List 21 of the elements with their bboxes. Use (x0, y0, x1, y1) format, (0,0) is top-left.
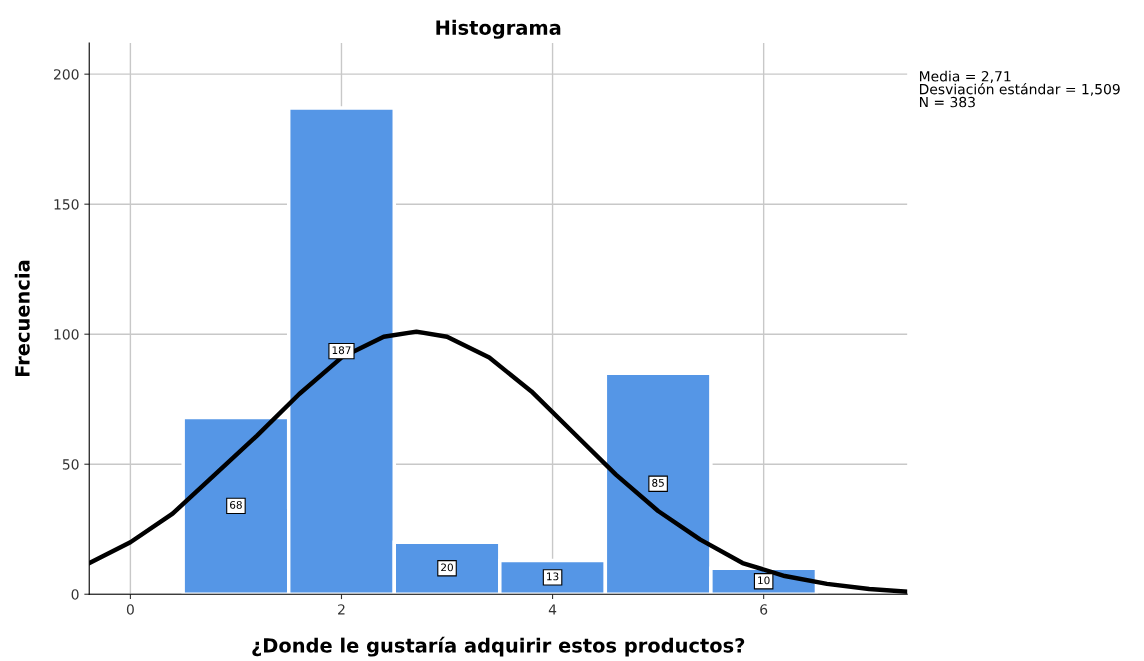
y-tick-label: 0 (71, 589, 79, 600)
chart-title: Histograma (436, 19, 561, 39)
data-label: 13 (547, 572, 559, 581)
data-label: 20 (441, 563, 453, 572)
y-tick-label: 150 (54, 199, 79, 210)
y-tick-label: 200 (54, 69, 79, 80)
x-tick-label: 6 (760, 604, 768, 615)
data-label: 85 (652, 478, 664, 487)
data-label: 68 (230, 500, 242, 509)
data-label: 187 (332, 346, 351, 355)
text: N = 383 (919, 96, 975, 108)
text: Media = 2,71 (919, 70, 1011, 83)
x-axis-title: ¿Donde le gustaría adquirir estos productos? (252, 636, 745, 657)
text: Desviación estándar = 1,509 (919, 83, 1120, 96)
data-label: 10 (758, 576, 770, 585)
x-tick-label: 0 (126, 604, 134, 615)
y-tick-label: 100 (54, 329, 79, 340)
x-tick-label: 2 (338, 604, 345, 615)
y-axis-title: Frecuencia (14, 260, 30, 377)
y-tick-label: 50 (62, 459, 79, 470)
x-tick-label: 4 (548, 604, 557, 615)
